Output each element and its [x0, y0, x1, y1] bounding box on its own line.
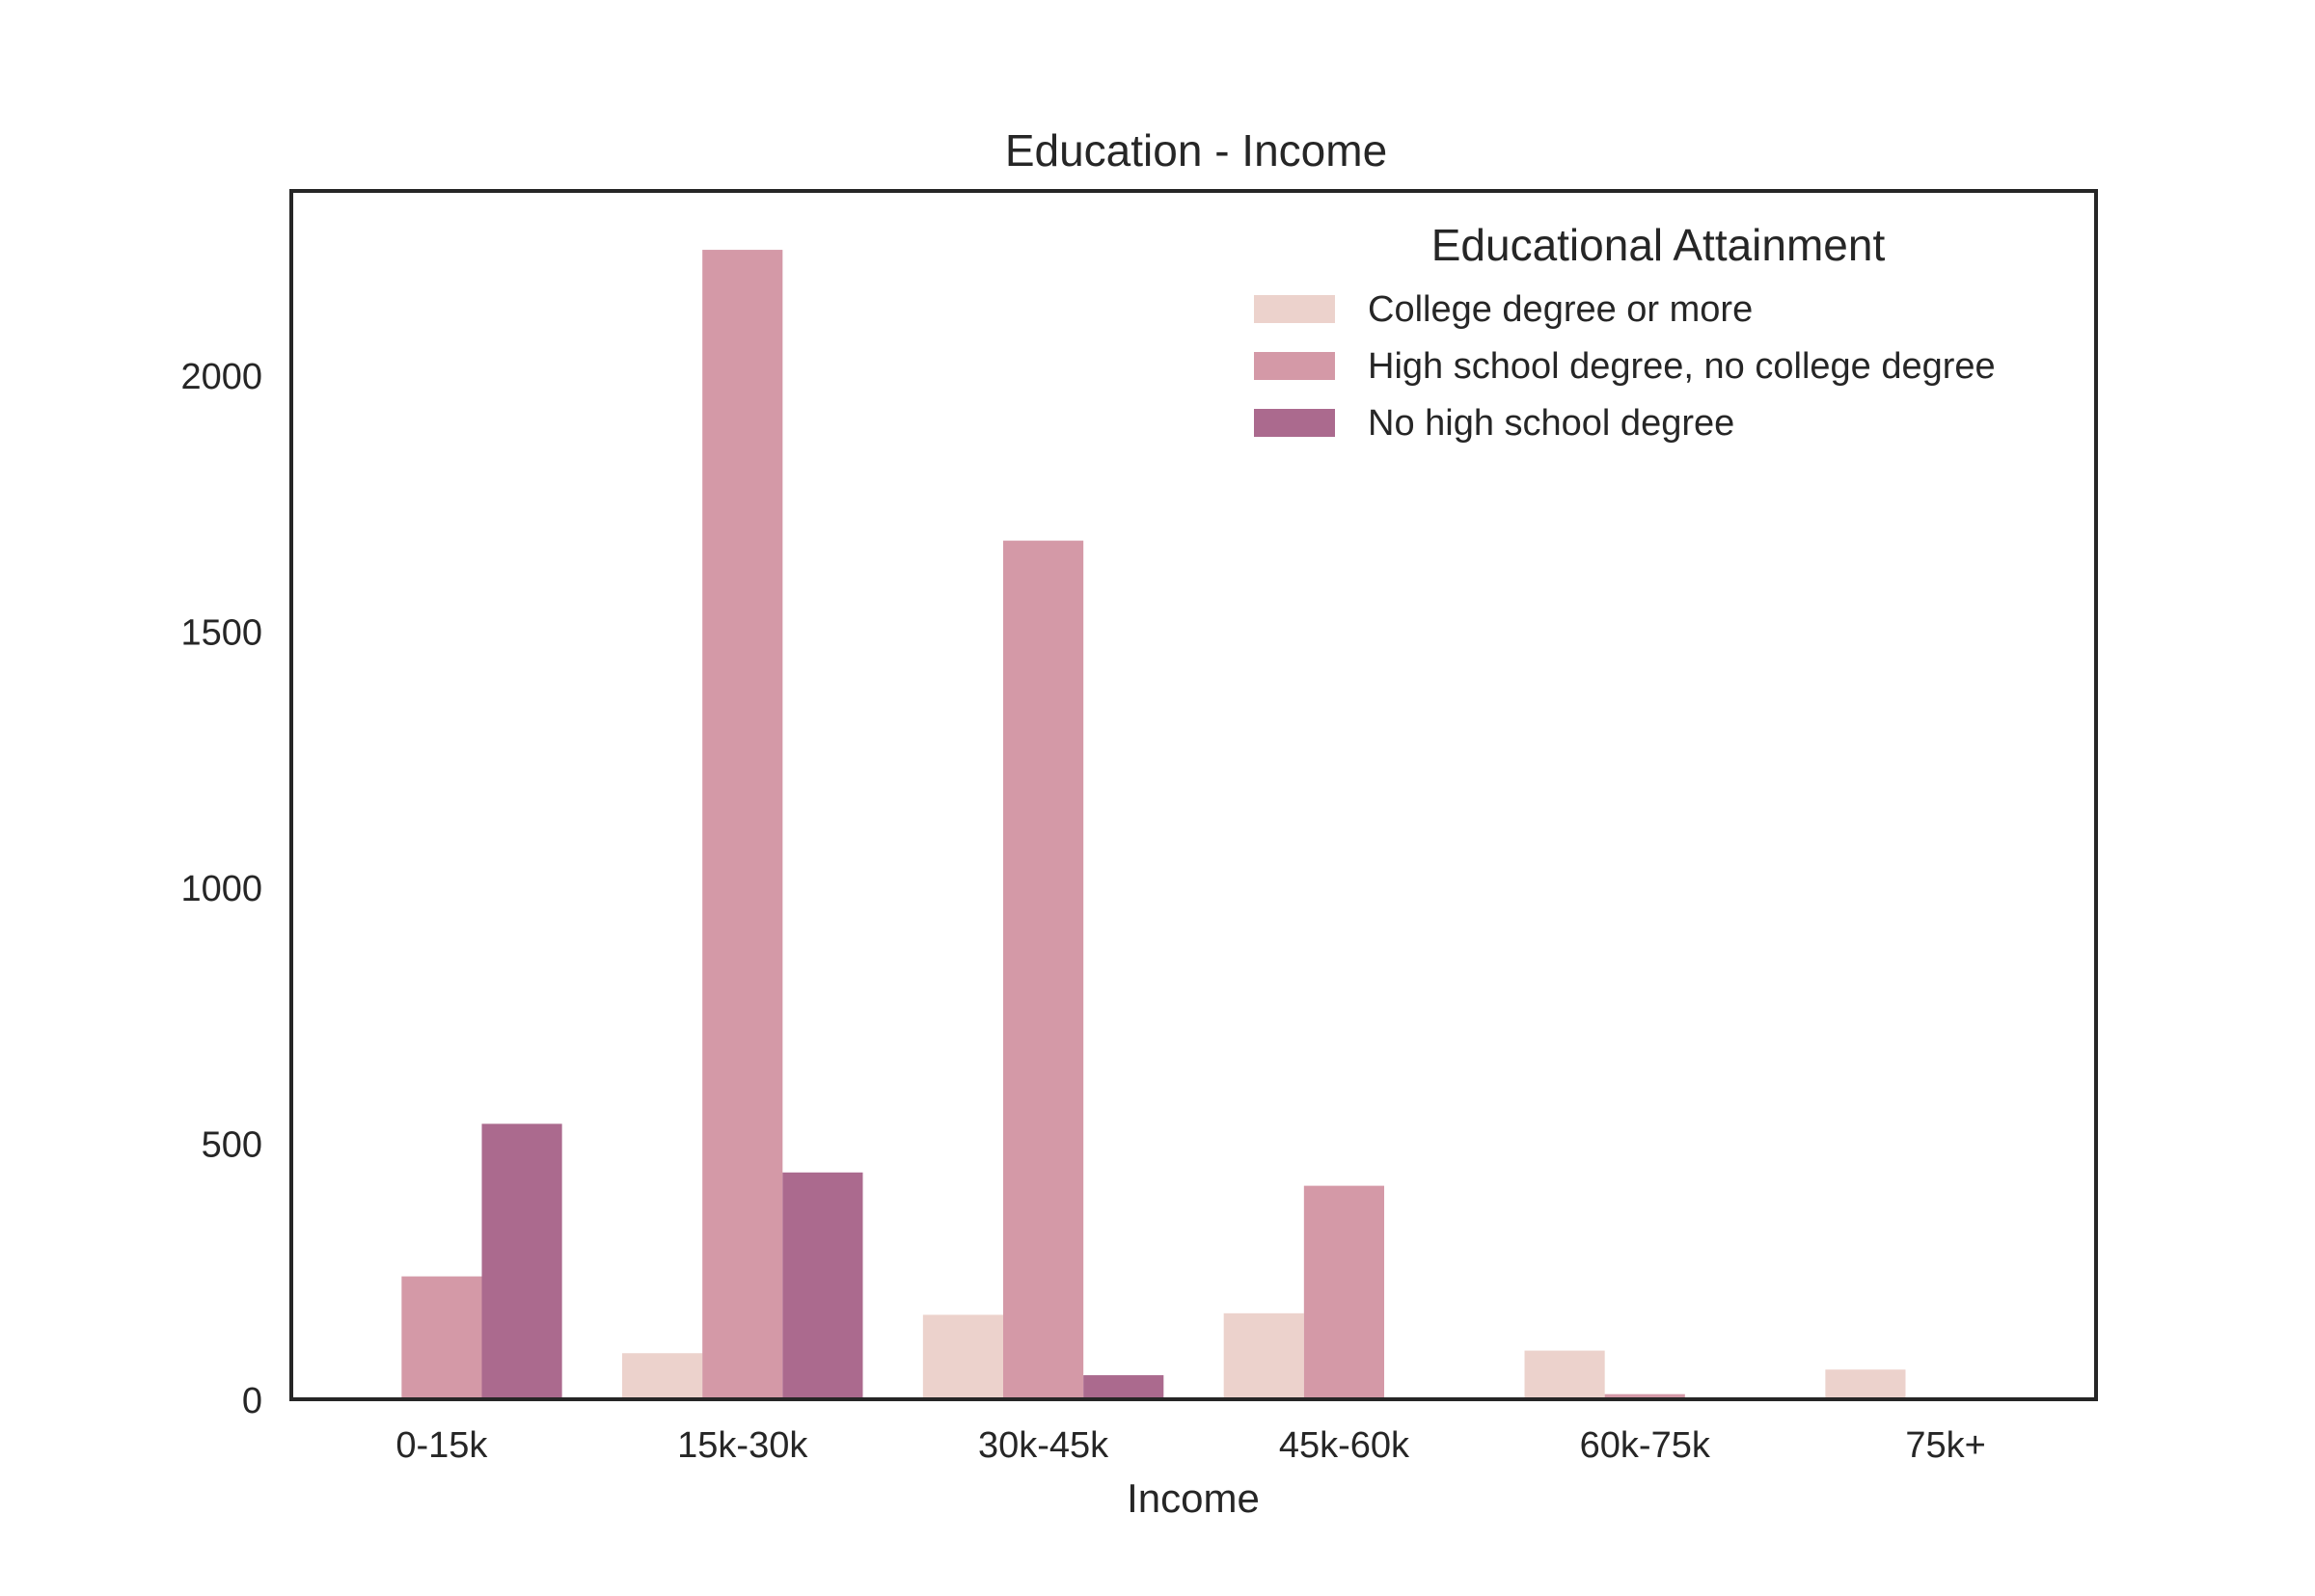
bar-30k-45k-series-0 [922, 1314, 1004, 1399]
bar-15k-30k-series-0 [622, 1353, 703, 1399]
legend-label: High school degree, no college degree [1368, 346, 1996, 387]
x-tick-label: 0-15k [395, 1425, 488, 1466]
bar-0-15k-series-1 [401, 1276, 482, 1399]
legend-swatch [1254, 409, 1335, 437]
bar-45k-60k-series-1 [1303, 1185, 1384, 1399]
bar-75k--series-0 [1825, 1369, 1906, 1399]
bar-30k-45k-series-1 [1003, 540, 1084, 1399]
legend: Educational Attainment College degree or… [1254, 220, 1996, 444]
y-tick-label: 500 [202, 1125, 262, 1166]
x-tick-label: 45k-60k [1279, 1425, 1410, 1466]
plot-frame [289, 189, 2098, 1401]
bar-30k-45k-series-2 [1083, 1375, 1164, 1399]
x-tick-label: 60k-75k [1580, 1425, 1711, 1466]
bar-15k-30k-series-1 [702, 250, 783, 1400]
bar-0-15k-series-2 [481, 1123, 562, 1399]
y-tick-label: 0 [242, 1381, 262, 1421]
bars-group [321, 250, 1906, 1400]
y-tick-label: 1000 [180, 869, 262, 909]
y-axis-ticks: 0 500 1000 1500 2000 [180, 357, 262, 1421]
y-tick-label: 2000 [180, 357, 262, 397]
bar-60k-75k-series-1 [1604, 1393, 1685, 1399]
x-axis-ticks: 0-15k 15k-30k 30k-45k 45k-60k 60k-75k 75k+ [395, 1425, 1985, 1466]
legend-title: Educational Attainment [1431, 220, 1886, 270]
y-tick-label: 1500 [180, 613, 262, 654]
legend-swatch [1254, 295, 1335, 323]
legend-label: No high school degree [1368, 403, 1734, 444]
bar-15k-30k-series-2 [782, 1172, 863, 1399]
x-tick-label: 75k+ [1905, 1425, 1985, 1466]
legend-swatch [1254, 352, 1335, 380]
chart-title: Education - Income [1005, 125, 1387, 176]
bar-60k-75k-series-0 [1524, 1350, 1605, 1399]
x-tick-label: 15k-30k [677, 1425, 808, 1466]
legend-items: College degree or more High school degree… [1254, 289, 1996, 444]
legend-label: College degree or more [1368, 289, 1753, 330]
bar-45k-60k-series-0 [1223, 1312, 1304, 1399]
x-axis-label: Income [1127, 1475, 1260, 1521]
x-tick-label: 30k-45k [978, 1425, 1109, 1466]
